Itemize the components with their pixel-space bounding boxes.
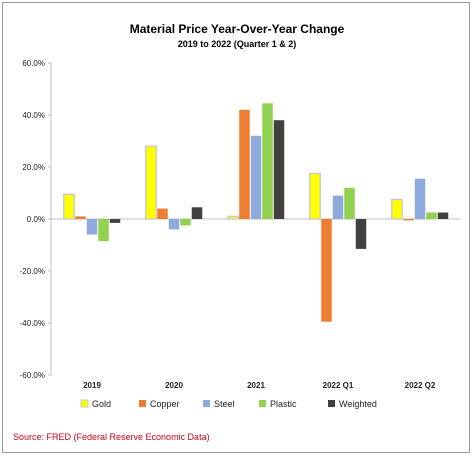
chart-title: Material Price Year-Over-Year Change — [130, 22, 345, 36]
legend-label-plastic: Plastic — [270, 399, 297, 409]
legend-swatch-gold — [80, 399, 89, 408]
legend-label-weighted: Weighted — [339, 399, 377, 409]
bar-weighted-2022-q2 — [437, 212, 449, 219]
bar-chart: Material Price Year-Over-Year Change 201… — [13, 22, 461, 442]
bar-weighted-2020 — [191, 207, 203, 219]
legend: Gold Copper Steel Plastic Weighted — [80, 399, 377, 409]
bar-plastic-2022-q2 — [426, 212, 437, 219]
bar-steel-2022-q2 — [414, 178, 426, 219]
legend-swatch-steel — [203, 400, 210, 407]
x-tick-label: 2019 — [83, 381, 101, 390]
bar-plastic-2019 — [98, 219, 109, 242]
legend-label-gold: Gold — [92, 399, 111, 409]
bar-copper-2019 — [75, 216, 86, 219]
y-tick-label: 20.0% — [22, 163, 45, 172]
legend-swatch-plastic — [259, 400, 266, 407]
bar-steel-2019 — [86, 219, 98, 235]
legend-label-steel: Steel — [214, 399, 235, 409]
y-tick-label: 40.0% — [22, 111, 45, 120]
chart-frame: Material Price Year-Over-Year Change 201… — [2, 2, 470, 453]
x-tick-label: 2020 — [165, 381, 183, 390]
source-note: Source: FRED (Federal Reserve Economic D… — [13, 432, 210, 442]
bar-copper-2020 — [157, 208, 168, 219]
y-tick-label: 0.0% — [27, 215, 45, 224]
bar-gold-2022-q1 — [309, 172, 321, 220]
x-tick-label: 2022 Q2 — [405, 381, 436, 390]
bar-weighted-2021 — [273, 120, 285, 219]
bar-steel-2022-q1 — [332, 195, 344, 219]
bar-gold-2021 — [227, 215, 239, 220]
y-tick-label: -40.0% — [20, 319, 45, 328]
bar-steel-2021 — [250, 135, 262, 219]
bar-copper-2022-q1 — [321, 219, 332, 322]
bar-plastic-2022-q1 — [344, 187, 355, 219]
y-tick-label: -60.0% — [20, 371, 45, 380]
bar-plastic-2021 — [262, 103, 273, 219]
legend-swatch-weighted — [328, 400, 335, 407]
bar-plastic-2020 — [180, 219, 191, 226]
bar-copper-2022-q2 — [403, 219, 414, 221]
y-tick-label: -20.0% — [20, 267, 45, 276]
bar-gold-2019 — [63, 193, 75, 220]
y-tick-label: 60.0% — [22, 59, 45, 68]
chart-subtitle: 2019 to 2022 (Quarter 1 & 2) — [178, 39, 297, 49]
bar-weighted-2019 — [109, 219, 121, 223]
bar-copper-2021 — [239, 109, 250, 219]
plot-area: 60.0% 40.0% 20.0% 0.0% -20.0% -40.0% -60.0% 201… — [20, 59, 461, 390]
bar-gold-2020 — [145, 145, 157, 220]
legend-swatch-copper — [139, 400, 146, 407]
bar-weighted-2022-q1 — [355, 219, 367, 249]
x-tick-label: 2021 — [247, 381, 265, 390]
x-tick-label: 2022 Q1 — [323, 381, 354, 390]
legend-label-copper: Copper — [150, 399, 180, 409]
bar-steel-2020 — [168, 219, 180, 230]
bar-gold-2022-q2 — [391, 198, 403, 220]
